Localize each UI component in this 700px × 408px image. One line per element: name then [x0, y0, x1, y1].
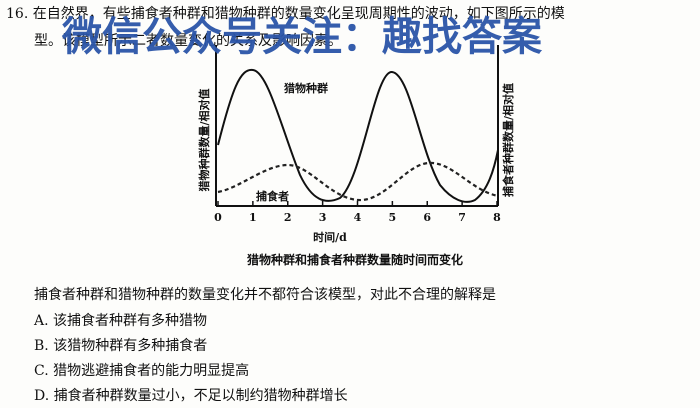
- x-tick-label: 6: [423, 211, 431, 224]
- x-tick-label: 2: [284, 211, 292, 224]
- curve-label: 捕食者: [256, 189, 289, 203]
- watermark: 微信公众号关注：趣找答案: [61, 14, 543, 60]
- question-stem: 捕食者种群和猎物种群的数量变化并不都符合该模型，对此不合理的解释是: [34, 286, 496, 303]
- x-tick-label: 0: [214, 211, 222, 224]
- option: A. 该捕食者种群有多种猎物: [33, 312, 207, 329]
- x-tick-label: 5: [389, 211, 397, 224]
- x-tick-label: 3: [319, 211, 327, 224]
- x-tick-label: 1: [249, 211, 257, 224]
- x-tick-label: 7: [458, 211, 466, 224]
- x-ticks: 0 1 2 3 4 5 6 7 8: [214, 201, 501, 224]
- x-tick-label: 4: [354, 211, 362, 224]
- question-line: 型。该模型所示二者数量变化的关系及影响因素。: [34, 33, 342, 49]
- x-tick-label: 8: [493, 211, 501, 224]
- x-axis-label: 时间/d: [313, 230, 347, 244]
- option: C. 猎物逃避捕食者的能力明显提高: [34, 362, 249, 379]
- chart-caption: 猎物种群和捕食者种群数量随时间而变化: [247, 252, 463, 267]
- y-axis-label: 猎物种群数量/相对值: [197, 88, 211, 191]
- predator-curve: [217, 161, 499, 202]
- y-axis-label: 捕食者种群数量/相对值: [501, 83, 515, 197]
- option: D. 捕食者种群数量过小，不足以制约猎物种群增长: [34, 387, 348, 404]
- curve-label: 猎物种群: [284, 81, 328, 95]
- question-line: 16. 在自然界，有些捕食者种群和猎物种群的数量变化呈现周期性的波动，如下图所示…: [6, 5, 565, 22]
- option: B. 该猎物种群有多种捕食者: [34, 337, 207, 354]
- prey-curve: [217, 68, 499, 203]
